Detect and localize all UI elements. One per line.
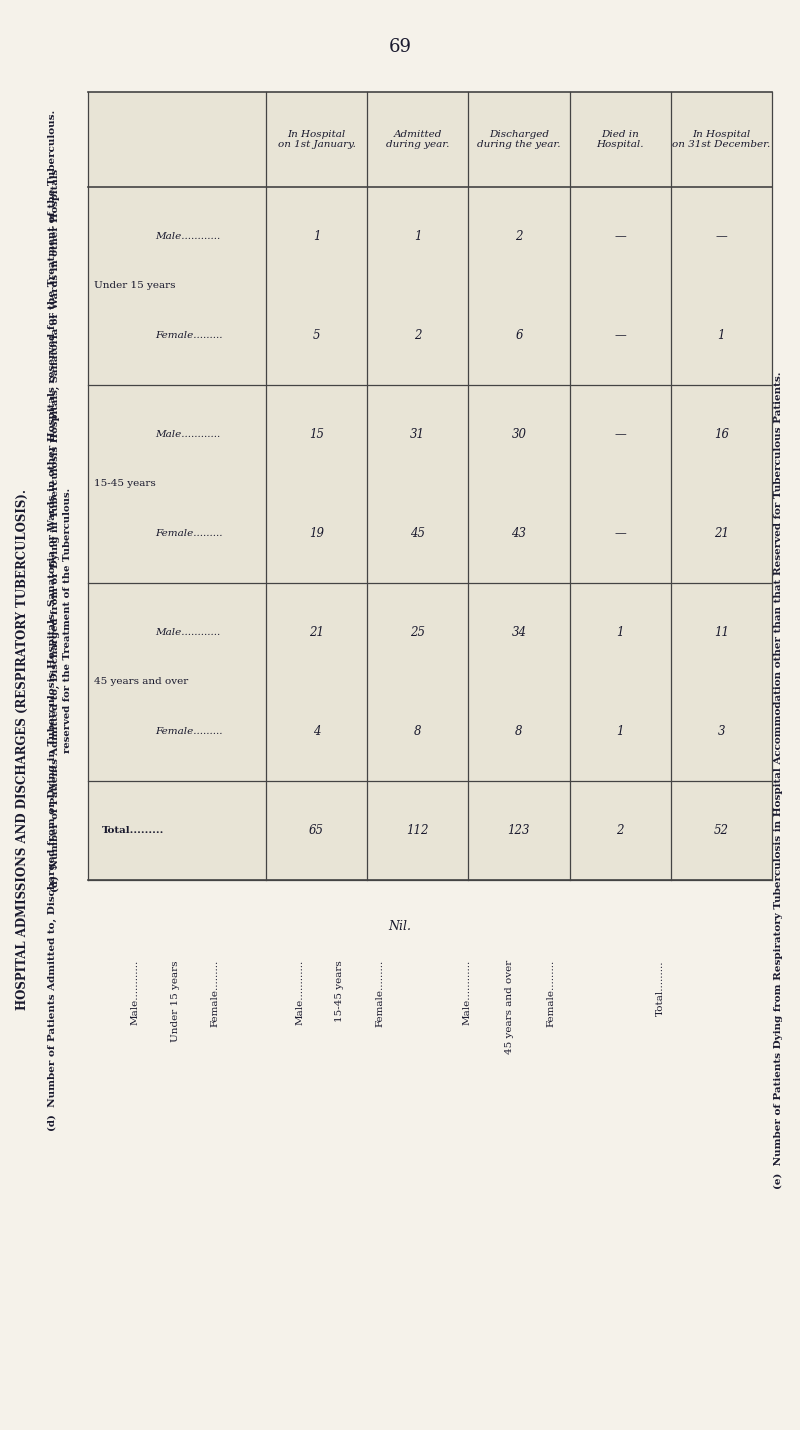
Text: Female.........: Female......... [210,960,219,1027]
Text: 1: 1 [414,230,422,243]
Text: HOSPITAL ADMISSIONS AND DISCHARGES (RESPIRATORY TUBERCULOSIS).: HOSPITAL ADMISSIONS AND DISCHARGES (RESP… [15,489,29,1011]
Text: Male............: Male............ [155,628,221,636]
Text: 16: 16 [714,428,729,440]
Text: 123: 123 [508,824,530,837]
Text: (d)  Number of Patients Admitted to, Discharged from or Dying in Tuberculosis Ho: (d) Number of Patients Admitted to, Disc… [47,109,57,1131]
Text: 21: 21 [714,528,729,541]
Bar [88,92,772,879]
Text: 34: 34 [511,626,526,639]
Text: 45 years and over: 45 years and over [506,960,514,1054]
Text: (e)  Number of Patients Dying from Respiratory Tuberculosis in Hospital Accommod: (e) Number of Patients Dying from Respir… [774,372,782,1188]
Text: Admitted
during year.: Admitted during year. [386,130,450,149]
Text: 2: 2 [414,329,422,342]
Text: Female.........: Female......... [155,330,223,340]
Text: Male............: Male............ [130,960,139,1025]
Text: In Hospital
on 31st December.: In Hospital on 31st December. [672,130,770,149]
Text: 3: 3 [718,725,725,738]
Text: 8: 8 [414,725,422,738]
Text: 15-45 years: 15-45 years [94,479,156,489]
Text: Male............: Male............ [155,232,221,242]
Text: 8: 8 [515,725,522,738]
Text: 4: 4 [313,725,320,738]
Text: reserved for the Treatment of the Tuberculous.: reserved for the Treatment of the Tuberc… [63,488,73,752]
Text: 65: 65 [309,824,324,837]
Text: 25: 25 [410,626,425,639]
Text: Under 15 years: Under 15 years [170,960,179,1041]
Text: 5: 5 [313,329,320,342]
Text: 15: 15 [309,428,324,440]
Text: 19: 19 [309,528,324,541]
Text: 45: 45 [410,528,425,541]
Text: Died in
Hospital.: Died in Hospital. [597,130,644,149]
Text: 1: 1 [617,626,624,639]
Text: Female.........: Female......... [546,960,555,1027]
Text: 1: 1 [718,329,725,342]
Text: —: — [614,230,626,243]
Text: 1: 1 [313,230,320,243]
Text: 15-45 years: 15-45 years [335,960,345,1022]
Text: Discharged
during the year.: Discharged during the year. [477,130,561,149]
Text: 30: 30 [511,428,526,440]
Text: 43: 43 [511,528,526,541]
Text: 1: 1 [617,725,624,738]
Text: Female.........: Female......... [375,960,385,1027]
Text: 2: 2 [515,230,522,243]
Text: In Hospital
on 1st January.: In Hospital on 1st January. [278,130,355,149]
Text: (d)  Number of Patients Admitted to, Discharged from or Dying in Tuberculosis Ho: (d) Number of Patients Admitted to, Disc… [50,169,59,892]
Text: —: — [715,230,727,243]
Text: —: — [614,329,626,342]
Text: 52: 52 [714,824,729,837]
Text: —: — [614,528,626,541]
Text: Male............: Male............ [155,430,221,439]
Text: Total.........: Total......... [102,827,165,835]
Text: Nil.: Nil. [389,919,411,932]
Text: Male............: Male............ [462,960,471,1025]
Text: 69: 69 [389,39,411,56]
Text: Female.........: Female......... [155,529,223,538]
Text: 6: 6 [515,329,522,342]
Text: —: — [614,428,626,440]
Text: 31: 31 [410,428,425,440]
Text: Female.........: Female......... [155,726,223,736]
Text: 45 years and over: 45 years and over [94,678,188,686]
Text: Male............: Male............ [295,960,305,1025]
Text: 21: 21 [309,626,324,639]
Text: 112: 112 [406,824,429,837]
Text: 2: 2 [617,824,624,837]
Text: 11: 11 [714,626,729,639]
Text: Total.........: Total......... [655,960,665,1015]
Text: Under 15 years: Under 15 years [94,282,175,290]
